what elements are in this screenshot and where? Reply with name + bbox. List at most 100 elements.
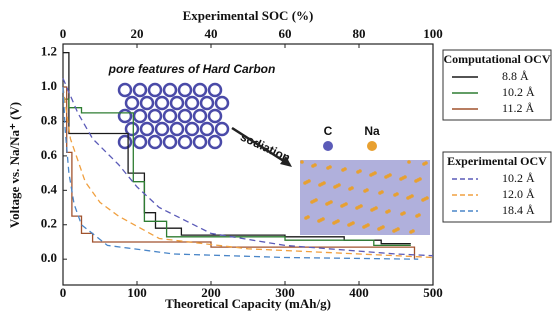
pore xyxy=(164,110,176,122)
pore xyxy=(119,84,131,96)
na-atom xyxy=(326,166,330,170)
y-axis-title: Voltage vs. Na/Na⁺ (V) xyxy=(7,102,22,228)
y-tick-label: 0.0 xyxy=(41,250,57,265)
na-atom xyxy=(363,189,367,193)
x2-tick-label: 20 xyxy=(131,26,144,41)
legend-title: Experimental OCV xyxy=(447,154,547,168)
y-tick-label: 1.2 xyxy=(41,44,57,59)
pore xyxy=(186,123,198,135)
pore xyxy=(209,84,221,96)
pore xyxy=(134,110,146,122)
na-atom xyxy=(393,193,397,197)
y-tick-label: 0.8 xyxy=(41,112,58,127)
na-atom xyxy=(370,208,374,212)
pore xyxy=(171,123,183,135)
pore xyxy=(134,136,146,148)
legend-label: 10.2 Å xyxy=(502,171,535,185)
legend-label: 12.0 Å xyxy=(502,187,535,201)
na-atom xyxy=(362,225,366,229)
na-atom xyxy=(407,160,411,164)
annotation: C xyxy=(324,124,333,138)
na-atom xyxy=(355,206,359,210)
na-atom xyxy=(356,170,360,174)
pore xyxy=(201,123,213,135)
y-tick-label: 1.0 xyxy=(41,78,57,93)
pore xyxy=(164,136,176,148)
na-atom xyxy=(409,230,413,234)
na-atom xyxy=(415,214,419,218)
legend-label: 8.8 Å xyxy=(502,69,529,83)
annotation: pore features of Hard Carbon xyxy=(108,62,276,76)
na-atom xyxy=(385,210,389,214)
y-tick-label: 0.6 xyxy=(41,147,58,162)
pore xyxy=(209,136,221,148)
pore xyxy=(134,84,146,96)
na-atom xyxy=(347,223,351,227)
pore xyxy=(164,84,176,96)
pore xyxy=(216,123,228,135)
na-atom xyxy=(421,198,425,202)
pore xyxy=(194,84,206,96)
legend-atom xyxy=(367,141,377,151)
legend-label: 11.2 Å xyxy=(502,101,535,115)
na-atom xyxy=(304,216,308,220)
legend-atom xyxy=(323,141,333,151)
pore xyxy=(216,97,228,109)
y-tick-label: 0.2 xyxy=(41,216,57,231)
pore xyxy=(194,136,206,148)
x2-tick-label: 40 xyxy=(205,26,218,41)
x-tick-label: 500 xyxy=(423,285,443,300)
legend-label: 18.4 Å xyxy=(502,203,535,217)
na-atom xyxy=(384,175,388,179)
pore xyxy=(179,110,191,122)
x-tick-label: 0 xyxy=(60,285,67,300)
x2-tick-label: 0 xyxy=(60,26,67,41)
na-atom xyxy=(369,173,373,177)
x-tick-label: 100 xyxy=(127,285,147,300)
na-atom xyxy=(422,162,426,166)
na-atom xyxy=(332,221,336,225)
na-atom xyxy=(340,204,344,208)
pore xyxy=(149,136,161,148)
na-atom xyxy=(377,227,381,231)
pore xyxy=(171,97,183,109)
pore xyxy=(209,110,221,122)
pore xyxy=(119,110,131,122)
x-tick-label: 400 xyxy=(349,285,369,300)
na-atom xyxy=(311,164,315,168)
na-atom xyxy=(341,168,345,172)
x-tick-label: 200 xyxy=(201,285,221,300)
na-atom xyxy=(310,200,314,204)
y-tick-label: 0.4 xyxy=(41,181,58,196)
legend-title: Computational OCV xyxy=(443,52,550,66)
x2-tick-label: 60 xyxy=(279,26,292,41)
x-tick-label: 300 xyxy=(275,285,295,300)
pore xyxy=(194,110,206,122)
na-atom xyxy=(333,185,337,189)
na-atom xyxy=(400,212,404,216)
pore xyxy=(201,97,213,109)
inset-images xyxy=(119,84,430,235)
na-atom xyxy=(317,219,321,223)
na-atom xyxy=(406,196,410,200)
pore xyxy=(156,97,168,109)
pore xyxy=(126,97,138,109)
na-atom xyxy=(318,183,322,187)
x2-tick-label: 80 xyxy=(353,26,366,41)
annotation: Na xyxy=(364,124,380,138)
pore xyxy=(179,136,191,148)
na-atom xyxy=(378,191,382,195)
na-atom xyxy=(414,179,418,183)
pore xyxy=(119,136,131,148)
pore xyxy=(186,97,198,109)
pore xyxy=(149,110,161,122)
na-atom xyxy=(399,177,403,181)
na-atom xyxy=(325,202,329,206)
na-atom xyxy=(300,160,304,164)
chart: Experimental SOC (%) Theoretical Capacit… xyxy=(0,0,553,312)
x2-tick-label: 100 xyxy=(423,26,443,41)
pore xyxy=(141,123,153,135)
na-atom xyxy=(303,181,307,185)
na-atom xyxy=(392,229,396,233)
legend-label: 10.2 Å xyxy=(502,85,535,99)
